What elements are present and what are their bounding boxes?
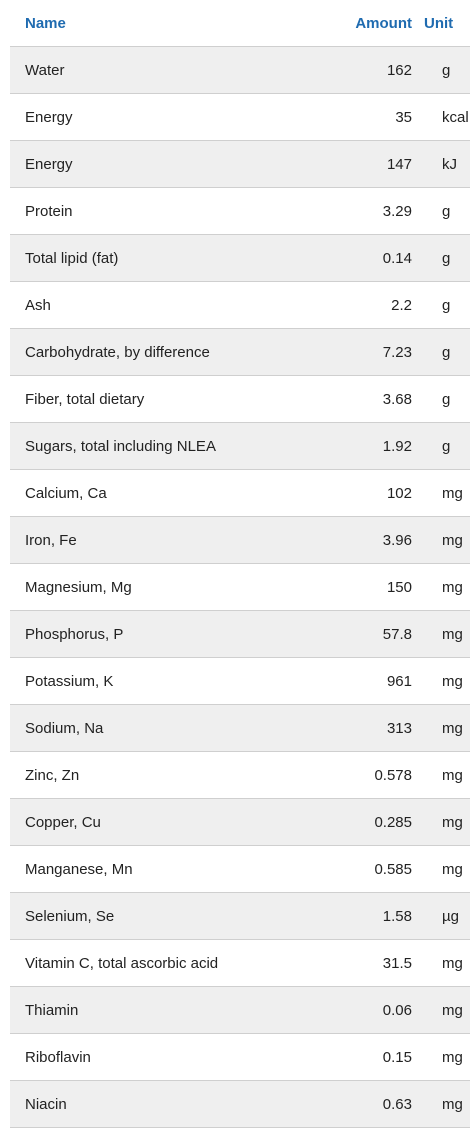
table-row: Copper, Cu 0.285 mg bbox=[10, 798, 470, 846]
table-row: Vitamin C, total ascorbic acid 31.5 mg bbox=[10, 939, 470, 987]
table-row: Magnesium, Mg 150 mg bbox=[10, 563, 470, 611]
header-row: Name Amount Unit bbox=[10, 0, 470, 47]
nutrient-name-cell: Iron, Fe bbox=[10, 516, 300, 564]
table-body: Water 162 g Energy 35 kcal Energy 147 kJ Protein 3… bbox=[10, 46, 470, 1128]
nutrient-amount-cell: 3.96 bbox=[300, 516, 412, 564]
nutrient-unit-cell: mg bbox=[412, 516, 470, 564]
table-row: Thiamin 0.06 mg bbox=[10, 986, 470, 1034]
table-row: Potassium, K 961 mg bbox=[10, 657, 470, 705]
nutrient-name-cell: Vitamin C, total ascorbic acid bbox=[10, 939, 300, 987]
column-header-amount[interactable]: Amount bbox=[300, 0, 412, 47]
nutrient-unit-cell: mg bbox=[412, 798, 470, 846]
table-row: Selenium, Se 1.58 µg bbox=[10, 892, 470, 940]
table-row: Niacin 0.63 mg bbox=[10, 1080, 470, 1128]
nutrient-unit-cell: g bbox=[412, 187, 470, 235]
nutrient-amount-cell: 1.58 bbox=[300, 892, 412, 940]
table-row: Energy 35 kcal bbox=[10, 93, 470, 141]
nutrient-unit-cell: mg bbox=[412, 1080, 470, 1128]
nutrient-amount-cell: 0.285 bbox=[300, 798, 412, 846]
nutrient-amount-cell: 7.23 bbox=[300, 328, 412, 376]
nutrient-name-cell: Energy bbox=[10, 93, 300, 141]
nutrient-name-cell: Sodium, Na bbox=[10, 704, 300, 752]
table-row: Phosphorus, P 57.8 mg bbox=[10, 610, 470, 658]
nutrient-name-cell: Protein bbox=[10, 187, 300, 235]
nutrient-amount-cell: 3.68 bbox=[300, 375, 412, 423]
nutrient-unit-cell: mg bbox=[412, 469, 470, 517]
nutrient-amount-cell: 0.578 bbox=[300, 751, 412, 799]
nutrient-amount-cell: 31.5 bbox=[300, 939, 412, 987]
nutrient-name-cell: Magnesium, Mg bbox=[10, 563, 300, 611]
nutrient-amount-cell: 2.2 bbox=[300, 281, 412, 329]
nutrient-name-cell: Phosphorus, P bbox=[10, 610, 300, 658]
nutrient-name-cell: Carbohydrate, by difference bbox=[10, 328, 300, 376]
nutrient-unit-cell: mg bbox=[412, 751, 470, 799]
table-row: Total lipid (fat) 0.14 g bbox=[10, 234, 470, 282]
nutrient-amount-cell: 313 bbox=[300, 704, 412, 752]
table-row: Manganese, Mn 0.585 mg bbox=[10, 845, 470, 893]
nutrient-amount-cell: 0.14 bbox=[300, 234, 412, 282]
nutrient-name-cell: Fiber, total dietary bbox=[10, 375, 300, 423]
nutrient-name-cell: Riboflavin bbox=[10, 1033, 300, 1081]
nutrient-name-cell: Calcium, Ca bbox=[10, 469, 300, 517]
nutrient-amount-cell: 3.29 bbox=[300, 187, 412, 235]
nutrient-name-cell: Thiamin bbox=[10, 986, 300, 1034]
nutrient-name-cell: Niacin bbox=[10, 1080, 300, 1128]
nutrient-unit-cell: mg bbox=[412, 657, 470, 705]
nutrient-name-cell: Zinc, Zn bbox=[10, 751, 300, 799]
nutrient-unit-cell: mg bbox=[412, 704, 470, 752]
table-row: Riboflavin 0.15 mg bbox=[10, 1033, 470, 1081]
table-row: Energy 147 kJ bbox=[10, 140, 470, 188]
nutrient-unit-cell: g bbox=[412, 281, 470, 329]
table-row: Fiber, total dietary 3.68 g bbox=[10, 375, 470, 423]
nutrient-name-cell: Ash bbox=[10, 281, 300, 329]
nutrient-unit-cell: mg bbox=[412, 845, 470, 893]
nutrient-name-cell: Potassium, K bbox=[10, 657, 300, 705]
nutrient-unit-cell: µg bbox=[412, 892, 470, 940]
nutrient-unit-cell: mg bbox=[412, 610, 470, 658]
nutrient-name-cell: Selenium, Se bbox=[10, 892, 300, 940]
table-row: Calcium, Ca 102 mg bbox=[10, 469, 470, 517]
nutrient-amount-cell: 0.63 bbox=[300, 1080, 412, 1128]
column-header-name[interactable]: Name bbox=[10, 0, 300, 47]
nutrient-unit-cell: kJ bbox=[412, 140, 470, 188]
table-row: Sodium, Na 313 mg bbox=[10, 704, 470, 752]
nutrient-amount-cell: 162 bbox=[300, 46, 412, 94]
nutrient-amount-cell: 147 bbox=[300, 140, 412, 188]
nutrient-unit-cell: mg bbox=[412, 563, 470, 611]
nutrient-amount-cell: 0.585 bbox=[300, 845, 412, 893]
nutrient-unit-cell: mg bbox=[412, 939, 470, 987]
nutrient-amount-cell: 961 bbox=[300, 657, 412, 705]
nutrient-unit-cell: g bbox=[412, 422, 470, 470]
table-row: Iron, Fe 3.96 mg bbox=[10, 516, 470, 564]
nutrient-amount-cell: 35 bbox=[300, 93, 412, 141]
nutrient-amount-cell: 102 bbox=[300, 469, 412, 517]
table-row: Protein 3.29 g bbox=[10, 187, 470, 235]
nutrient-name-cell: Manganese, Mn bbox=[10, 845, 300, 893]
column-header-unit[interactable]: Unit bbox=[412, 0, 470, 47]
nutrient-amount-cell: 150 bbox=[300, 563, 412, 611]
nutrient-amount-cell: 57.8 bbox=[300, 610, 412, 658]
nutrient-unit-cell: g bbox=[412, 234, 470, 282]
nutrient-name-cell: Copper, Cu bbox=[10, 798, 300, 846]
nutrient-name-cell: Water bbox=[10, 46, 300, 94]
nutrient-unit-cell: mg bbox=[412, 986, 470, 1034]
table-row: Sugars, total including NLEA 1.92 g bbox=[10, 422, 470, 470]
nutrient-name-cell: Energy bbox=[10, 140, 300, 188]
nutrient-unit-cell: kcal bbox=[412, 93, 470, 141]
nutrient-name-cell: Sugars, total including NLEA bbox=[10, 422, 300, 470]
nutrient-unit-cell: mg bbox=[412, 1033, 470, 1081]
table-row: Ash 2.2 g bbox=[10, 281, 470, 329]
nutrient-unit-cell: g bbox=[412, 375, 470, 423]
table-header: Name Amount Unit bbox=[10, 0, 470, 47]
table-row: Water 162 g bbox=[10, 46, 470, 94]
table-row: Carbohydrate, by difference 7.23 g bbox=[10, 328, 470, 376]
nutrient-name-cell: Total lipid (fat) bbox=[10, 234, 300, 282]
nutrient-unit-cell: g bbox=[412, 46, 470, 94]
nutrient-amount-cell: 0.15 bbox=[300, 1033, 412, 1081]
nutrient-table: Name Amount Unit Water 162 g Energy 35 kcal En… bbox=[10, 0, 470, 1128]
nutrient-amount-cell: 0.06 bbox=[300, 986, 412, 1034]
nutrient-amount-cell: 1.92 bbox=[300, 422, 412, 470]
table-row: Zinc, Zn 0.578 mg bbox=[10, 751, 470, 799]
nutrient-unit-cell: g bbox=[412, 328, 470, 376]
